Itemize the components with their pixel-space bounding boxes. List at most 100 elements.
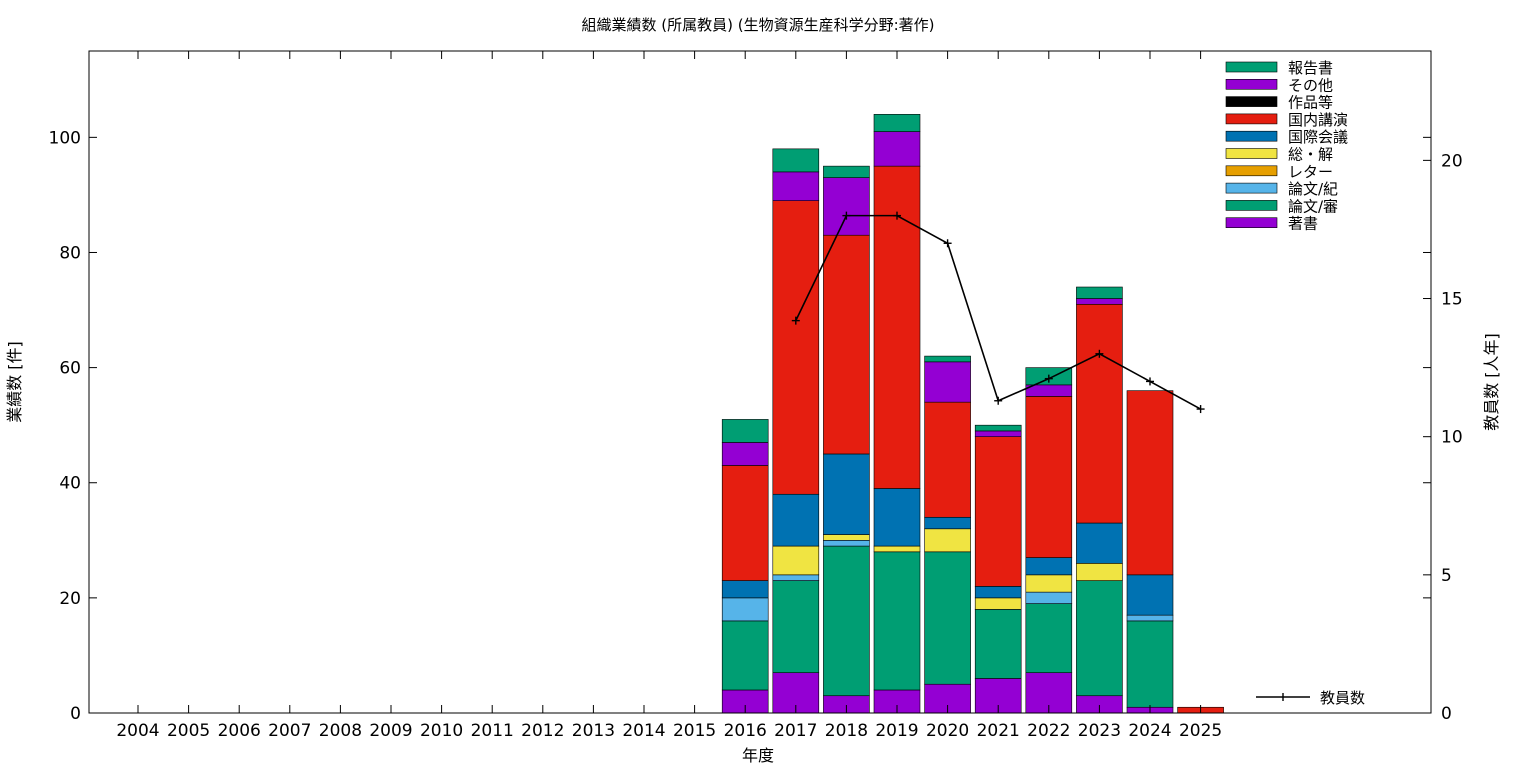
bar-segment <box>1126 390 1174 576</box>
bar-segment <box>823 177 870 236</box>
y-tick-label: 100 <box>49 128 81 148</box>
bar-segment <box>1025 603 1073 674</box>
legend-swatch <box>1225 113 1278 125</box>
legend-swatch <box>1225 200 1278 211</box>
bar-segment <box>823 165 870 178</box>
chart-title: 組織業績数 (所属教員) (生物資源生産科学分野:著作) <box>581 16 934 34</box>
bar-segment <box>924 355 971 363</box>
bar-segment <box>873 131 921 167</box>
legend-swatch <box>1225 79 1278 90</box>
x-tick-label: 2006 <box>218 721 261 741</box>
x-tick-label: 2013 <box>572 721 615 741</box>
x-axis-label: 年度 <box>742 746 774 765</box>
legend-swatch <box>1225 182 1278 194</box>
teacher-count-point <box>842 211 851 220</box>
bar-segment <box>721 419 769 443</box>
bar-segment <box>772 148 820 173</box>
x-tick-label: 2022 <box>1027 721 1070 741</box>
legend-label: 国際会議 <box>1288 128 1348 146</box>
y-axis-label: 業績数 [件] <box>5 341 24 423</box>
legend-swatch <box>1225 130 1278 142</box>
bar-segment <box>873 488 921 547</box>
y-tick-label: 0 <box>70 704 81 724</box>
teacher-count-point <box>791 316 800 325</box>
bar-segment <box>1025 396 1073 558</box>
legend-label: 論文/紀 <box>1288 180 1338 198</box>
bar-segment <box>924 551 971 685</box>
bar-segment <box>1076 580 1123 697</box>
x-tick-label: 2016 <box>724 721 767 741</box>
y2-tick-label: 0 <box>1441 704 1452 724</box>
x-tick-label: 2014 <box>622 721 665 741</box>
legend-item: 作品等 <box>1225 94 1333 112</box>
x-tick-label: 2012 <box>521 721 564 741</box>
bar-segment <box>1076 286 1123 299</box>
bar-segment <box>1025 574 1073 593</box>
x-tick-label: 2019 <box>875 721 918 741</box>
plot-frame <box>88 50 1432 714</box>
bar-segment <box>924 528 971 553</box>
bar-segment <box>924 516 971 530</box>
bar-segment <box>873 551 921 691</box>
bar-segment <box>1076 563 1123 581</box>
y2-tick-label: 15 <box>1441 290 1463 310</box>
bar-segment <box>721 597 769 622</box>
teacher-count-point <box>1146 377 1154 386</box>
bar-segment <box>823 234 870 455</box>
bar-segment <box>974 430 1022 437</box>
teacher-count-point <box>893 211 901 220</box>
teacher-count-point <box>943 239 952 248</box>
legend-label: レター <box>1288 163 1333 181</box>
legend-swatch <box>1225 61 1278 73</box>
bar-segment <box>721 580 769 599</box>
bar-segment <box>974 424 1022 432</box>
y2-axis: 0 5 10 15 20 <box>1423 151 1463 724</box>
teacher-count-line-layer <box>791 211 1205 414</box>
bar-segment <box>823 534 870 541</box>
y2-axis-label: 教員数 [人年] <box>1482 333 1501 431</box>
legend-swatch <box>1225 148 1278 159</box>
x-tick-label: 2025 <box>1179 721 1222 741</box>
bar-segment <box>823 545 870 697</box>
bar-segment <box>772 171 820 201</box>
bar-segment <box>1025 557 1073 576</box>
legend-item: 報告書 <box>1225 59 1333 77</box>
bar-segment <box>1126 574 1174 616</box>
bar-segment <box>721 465 769 581</box>
legend-item: 総・解 <box>1225 146 1333 164</box>
x-tick-label: 2009 <box>369 721 412 741</box>
bar-segment <box>1025 591 1073 604</box>
bar-segment <box>1025 384 1073 397</box>
bar-segment <box>1076 298 1123 305</box>
bar-segment <box>873 545 921 553</box>
x-tick-label: 2018 <box>825 721 868 741</box>
x-tick-label: 2007 <box>268 721 311 741</box>
bar-segment <box>772 200 820 495</box>
legend-swatch <box>1225 217 1278 228</box>
bar-segment <box>721 442 769 466</box>
bar-segment <box>924 401 971 518</box>
legend-label: 国内講演 <box>1288 111 1348 129</box>
x-tick-label: 2024 <box>1128 721 1171 741</box>
x-tick-label: 2023 <box>1078 721 1121 741</box>
bar-segment <box>924 361 971 403</box>
y2-tick-label: 10 <box>1441 428 1463 448</box>
bar-segment <box>772 574 820 581</box>
legend-item: 国内講演 <box>1225 111 1348 129</box>
bar-segment <box>1076 303 1123 524</box>
legend-item: 論文/紀 <box>1225 180 1338 198</box>
bar-segment <box>974 436 1022 587</box>
x-tick-label: 2011 <box>471 721 514 741</box>
legend-swatch <box>1225 96 1278 107</box>
legend-label: 著書 <box>1288 215 1318 233</box>
legend-label: 論文/審 <box>1288 197 1338 215</box>
y2-tick-label: 5 <box>1441 566 1452 586</box>
bar-segment <box>1126 620 1174 708</box>
y-tick-label: 80 <box>59 243 81 263</box>
bar-segment <box>721 620 769 691</box>
bar-segment <box>1126 614 1174 622</box>
y-tick-label: 20 <box>59 589 81 609</box>
legend-item: 国際会議 <box>1225 128 1348 146</box>
y-tick-label: 60 <box>59 359 81 379</box>
